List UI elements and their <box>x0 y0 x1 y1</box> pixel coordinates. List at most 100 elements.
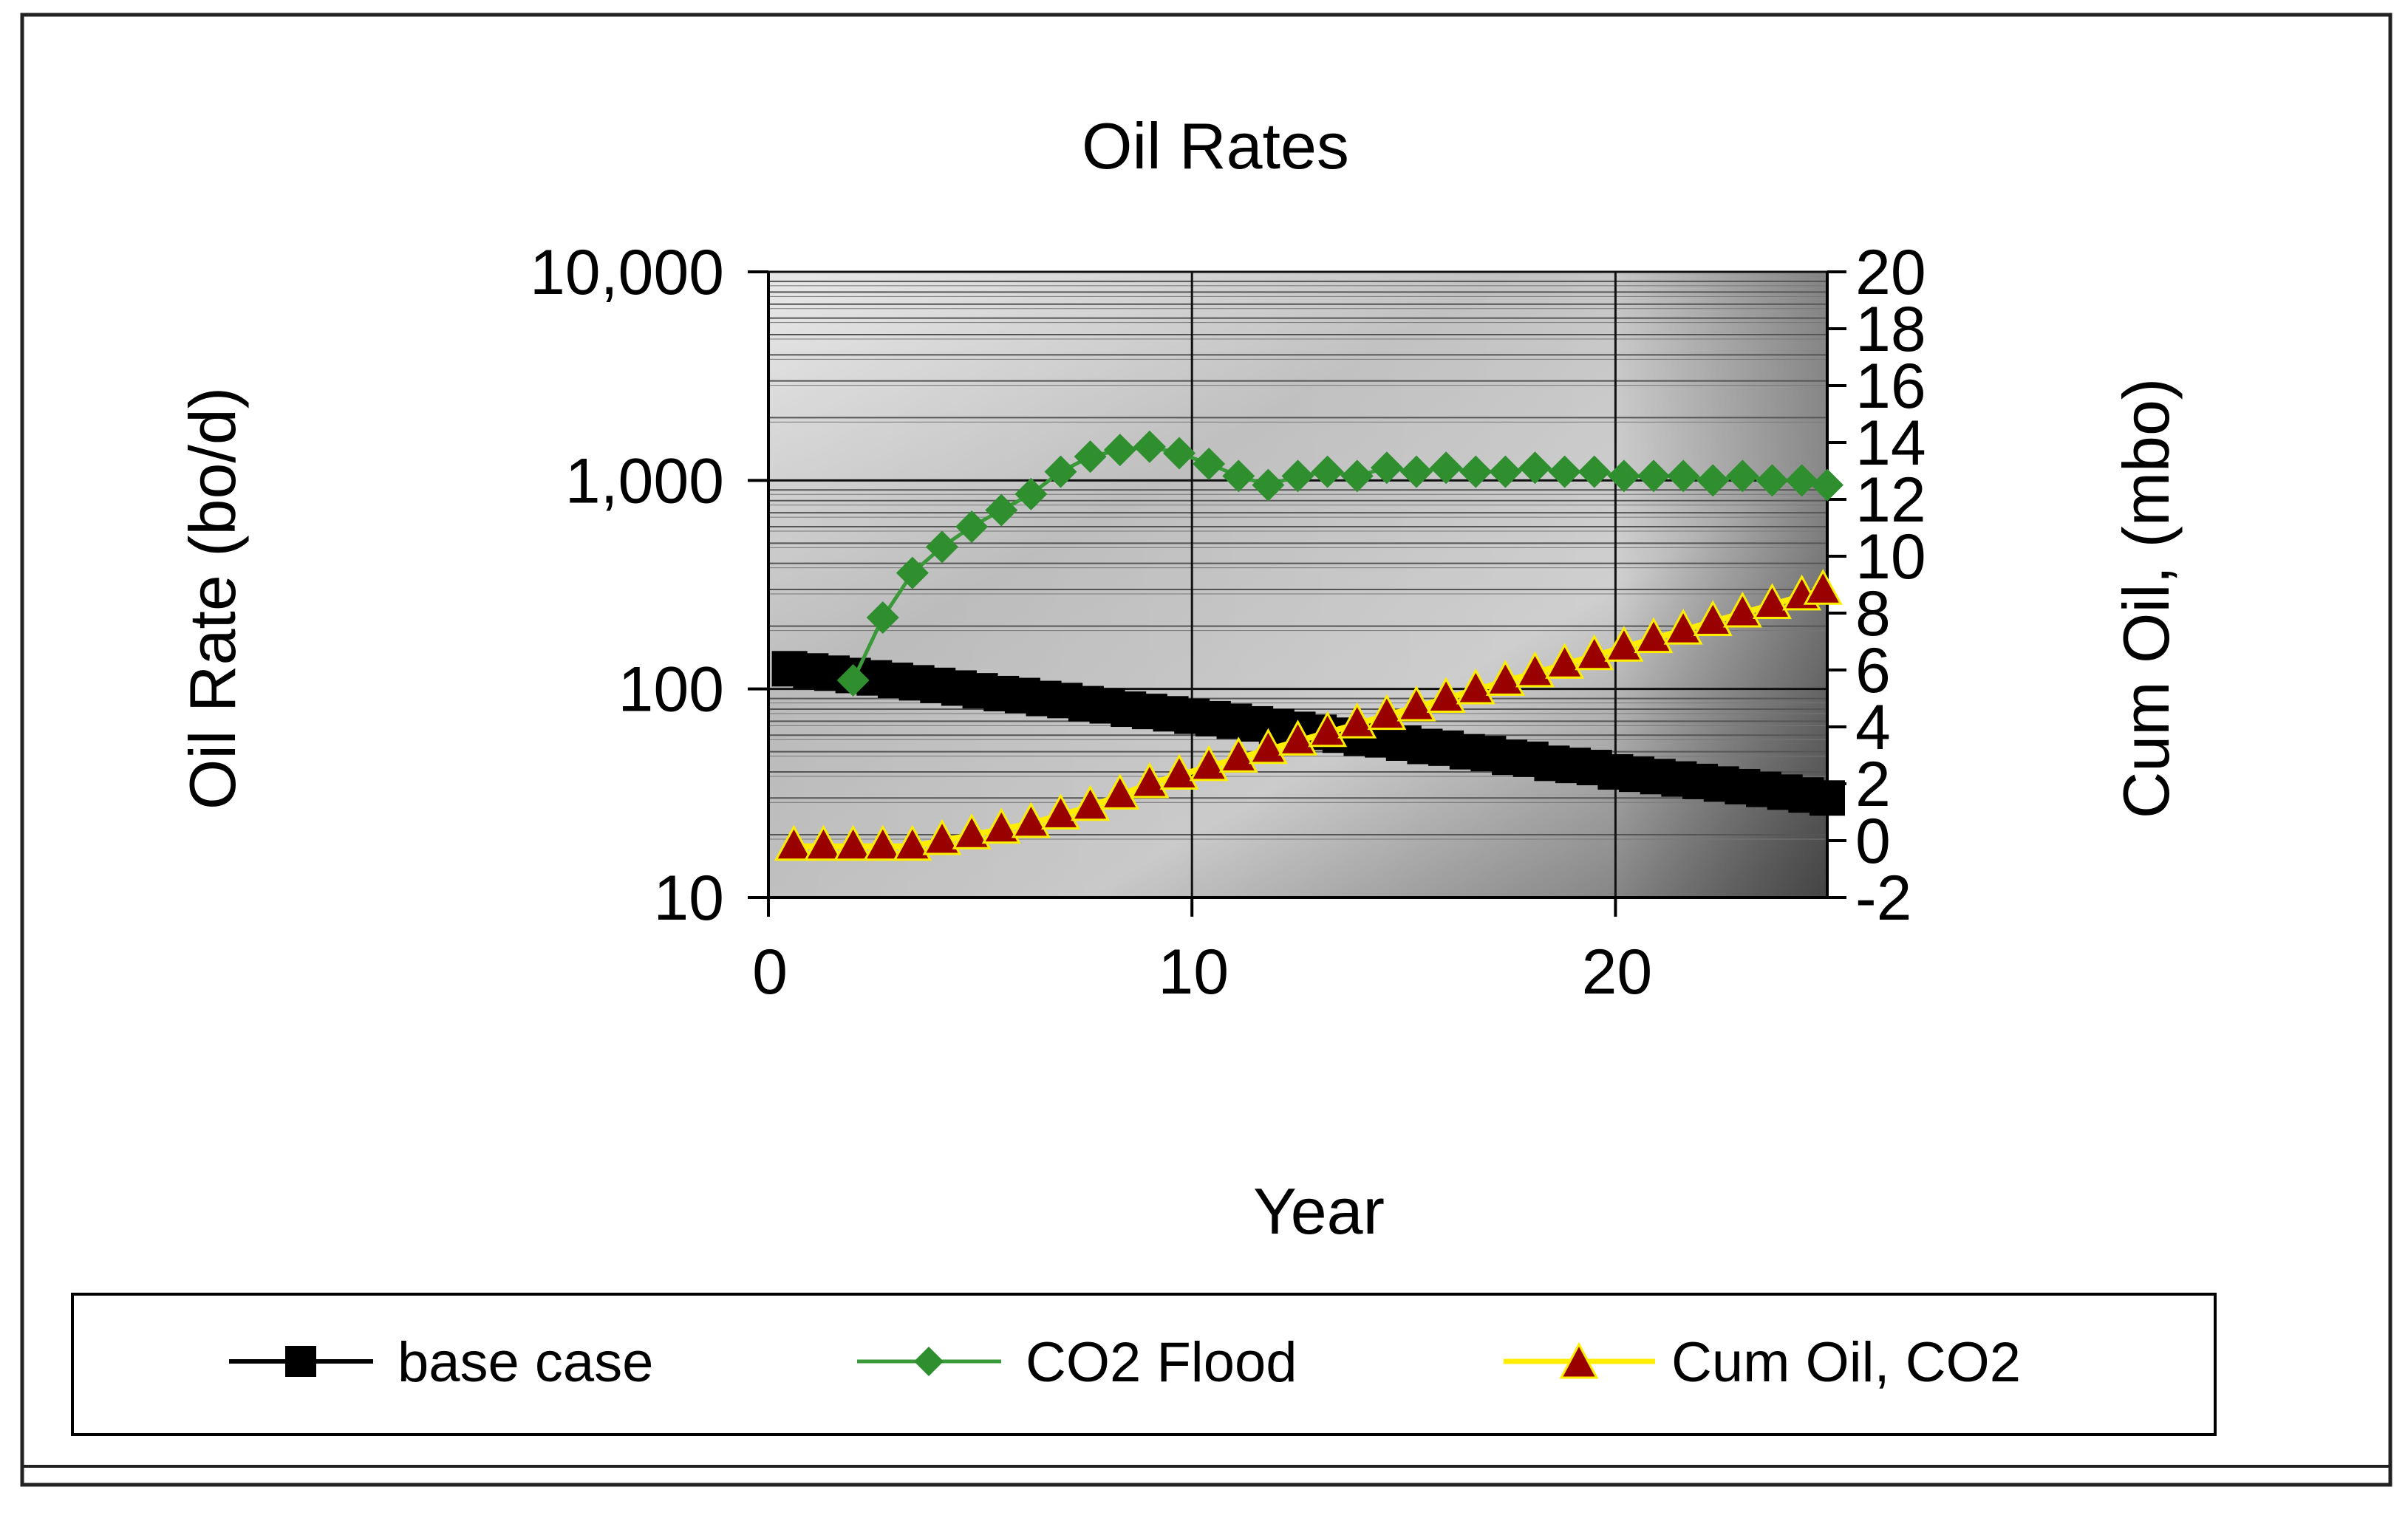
co2-flood-point <box>1281 459 1314 493</box>
cum-oil-point <box>1663 608 1703 645</box>
y2-tick-label: 6 <box>1855 635 1891 706</box>
cum-oil-point <box>774 824 814 861</box>
co2-flood-point <box>1014 477 1048 510</box>
co2-flood-point <box>1785 464 1818 497</box>
cum-oil-point <box>1337 702 1377 739</box>
cum-oil-point <box>1545 643 1585 679</box>
co2-flood-point <box>1607 459 1640 493</box>
y2-tick-label: 2 <box>1855 749 1891 820</box>
cum-oil-point <box>803 824 844 861</box>
co2-flood-point <box>1667 459 1700 493</box>
co2-flood-point <box>1696 464 1730 497</box>
co2-flood-point <box>1311 455 1344 488</box>
cum-oil-point <box>1426 677 1466 713</box>
cum-oil-point <box>1752 583 1793 619</box>
co2-flood-point <box>955 510 989 543</box>
y2-tick-label: 20 <box>1855 237 1926 308</box>
cum-oil-point <box>1218 736 1258 773</box>
cum-oil-point <box>1485 660 1525 696</box>
co2-flood-point <box>1222 459 1255 493</box>
chart-title: Oil Rates <box>1082 109 1349 182</box>
legend-item-co2-flood: CO2 Flood <box>857 1331 1297 1394</box>
y-tick-label: 1,000 <box>565 445 724 516</box>
y2-tick-label: 16 <box>1855 351 1926 422</box>
series <box>771 430 1845 861</box>
co2-flood-point <box>896 556 929 589</box>
co2-flood-point <box>1726 459 1759 493</box>
cum-oil-point <box>1634 617 1674 654</box>
co2-flood-point <box>836 663 870 697</box>
legend-box <box>71 1293 2217 1436</box>
y-tick-label: 10 <box>653 863 724 934</box>
legend-label-base-case: base case <box>398 1331 653 1394</box>
cum-oil-point <box>1515 651 1555 688</box>
co2-flood-point <box>985 493 1018 527</box>
cum-oil-point <box>1071 784 1111 821</box>
cum-oil-point <box>863 824 903 861</box>
cum-oil-point <box>1308 711 1348 748</box>
co2-flood-point <box>1811 468 1843 502</box>
y2-tick-label: 12 <box>1855 465 1926 536</box>
co2-flood-point <box>1252 468 1285 502</box>
legend-marker-diamond <box>914 1347 944 1376</box>
co2-flood-point <box>926 530 959 564</box>
y2-tick-label: 18 <box>1855 294 1926 365</box>
co2-flood-point <box>1074 440 1107 473</box>
legend-marker-triangle <box>1559 1341 1599 1379</box>
co2-flood-point <box>1518 451 1552 485</box>
co2-flood-point <box>1370 451 1403 485</box>
co2-flood-point <box>866 601 899 634</box>
co2-flood-point <box>1430 451 1463 485</box>
y2-tick-label: 4 <box>1855 692 1891 763</box>
legend-label-co2-flood: CO2 Flood <box>1026 1331 1297 1394</box>
y-tick-labels: 10 100 1,000 10,000 <box>530 237 724 934</box>
cum-oil-point <box>952 813 992 849</box>
cum-oil-point <box>1100 773 1140 810</box>
cum-oil-point <box>1604 626 1644 662</box>
cum-oil-point <box>1040 793 1081 830</box>
cum-oil-point <box>1278 719 1318 756</box>
y2-tick-label: -2 <box>1855 863 1911 934</box>
y2-tick-label: 14 <box>1855 408 1926 479</box>
y-axis-label: Oil Rate (bo/d) <box>176 387 249 810</box>
cum-oil-point <box>1248 728 1288 765</box>
cum-oil-point <box>981 807 1021 844</box>
cum-oil-point <box>1693 600 1733 637</box>
y2-tick-label: 0 <box>1855 806 1891 877</box>
cum-oil-point <box>1803 569 1843 605</box>
y2-tick-label: 8 <box>1855 578 1891 649</box>
co2-flood-point <box>1756 464 1789 497</box>
co2-flood-point <box>1163 437 1196 470</box>
co2-flood-point <box>1399 455 1433 488</box>
co2-flood-point <box>1548 455 1581 488</box>
co2-flood-point <box>1044 455 1077 488</box>
legend-label-cum-oil: Cum Oil, CO2 <box>1671 1331 2021 1394</box>
legend-item-cum-oil: Cum Oil, CO2 <box>1504 1331 2021 1394</box>
y2-tick-label: 10 <box>1855 522 1926 592</box>
y-tick-label: 100 <box>618 654 725 725</box>
co2-flood-point <box>1340 459 1374 493</box>
y2-axis-label: Cum Oil, (mbo) <box>2109 378 2183 819</box>
x-tick-label: 10 <box>1158 937 1229 1008</box>
co2-flood-point <box>1133 430 1166 463</box>
cum-oil-point <box>1456 668 1495 705</box>
co2-flood-point <box>1103 434 1136 467</box>
legend: base case CO2 Flood Cum Oil, CO2 <box>71 1293 2217 1436</box>
co2-flood-point <box>1193 447 1226 480</box>
cum-oil-point <box>922 818 962 855</box>
cum-oil-point <box>1011 801 1051 838</box>
y-tick-label: 10,000 <box>530 237 724 308</box>
legend-marker-square <box>285 1346 316 1377</box>
cum-oil-point <box>1575 634 1614 671</box>
x-tick-label: 20 <box>1582 937 1653 1008</box>
co2-flood-point <box>1459 455 1493 488</box>
cum-oil-point <box>1130 762 1170 799</box>
x-axis-label: Year <box>1253 1175 1385 1248</box>
x-tick-labels: 0 10 20 <box>752 937 1652 1008</box>
cum-oil-point <box>1396 685 1436 722</box>
legend-item-base-case: base case <box>229 1331 653 1394</box>
base-case-point <box>1810 780 1845 816</box>
cum-oil-point <box>1367 694 1407 731</box>
